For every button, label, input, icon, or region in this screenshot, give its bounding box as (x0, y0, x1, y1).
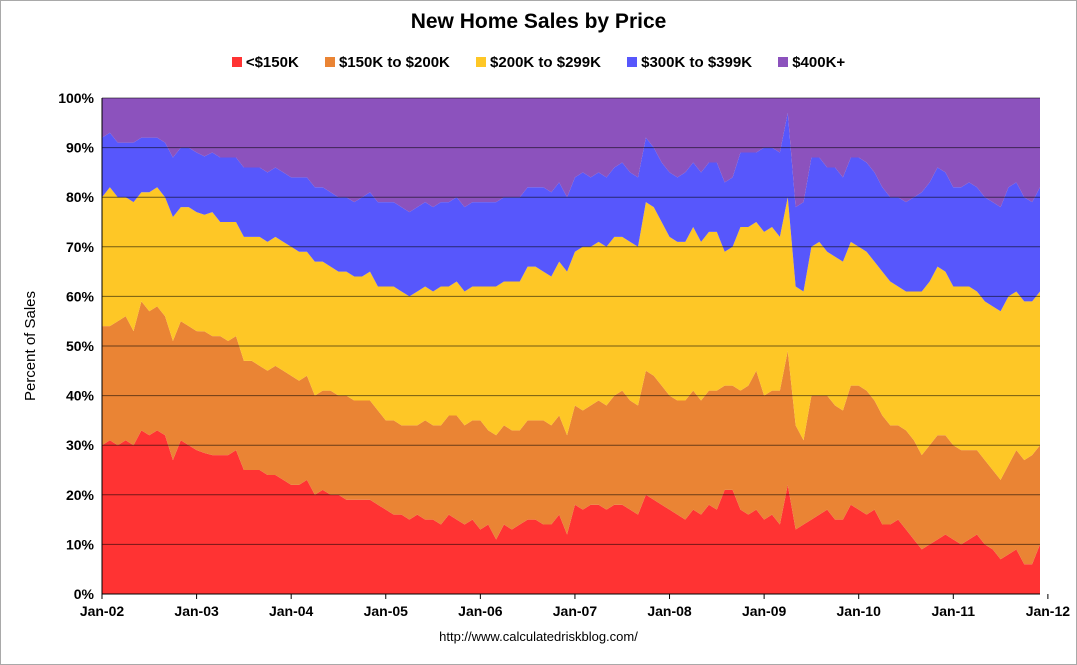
legend-item-300k-399k: $300K to $399K (627, 54, 752, 71)
y-axis-label-container: Percent of Sales (22, 291, 39, 401)
legend-swatch-300k-399k (627, 57, 638, 67)
legend: <$150K $150K to $200K $200K to $299K $30… (0, 54, 1077, 71)
area-series-1 (102, 301, 1040, 565)
y-tick-label: 10% (66, 536, 95, 552)
legend-item-200k-299k: $200K to $299K (476, 54, 601, 71)
axes (101, 98, 1040, 595)
area-series-3 (102, 112, 1040, 312)
legend-swatch-400k-plus (778, 57, 789, 67)
y-tick-label: 90% (66, 140, 95, 156)
y-tick-labels: 0% 10% 20% 30% 40% 50% 60% 70% 80% 90% 100% (58, 90, 94, 602)
x-tick-label: Jan-07 (553, 603, 598, 619)
x-tick-label: Jan-12 (1026, 603, 1071, 619)
legend-label-150k-200k: $150K to $200K (338, 54, 450, 71)
legend-label-300k-399k: $300K to $399K (641, 54, 753, 71)
legend-label-under-150k: <$150K (245, 54, 299, 71)
legend-item-400k-plus: $400K+ (778, 54, 845, 71)
x-tick-label: Jan-04 (269, 603, 314, 619)
x-tick-label: Jan-05 (364, 603, 409, 619)
x-tick-label: Jan-08 (647, 603, 692, 619)
x-tick-label: Jan-11 (931, 603, 975, 619)
chart-title: New Home Sales by Price (410, 10, 667, 33)
legend-swatch-under-150k (231, 57, 242, 67)
x-tick-label: Jan-09 (742, 603, 787, 619)
legend-swatch-200k-299k (476, 57, 487, 67)
y-tick-label: 70% (66, 239, 95, 255)
area-series-4 (102, 98, 1040, 213)
area-layers (102, 98, 1040, 594)
legend-label-400k-plus: $400K+ (792, 54, 846, 71)
x-tick-label: Jan-03 (174, 603, 219, 619)
y-tick-label: 80% (66, 189, 95, 205)
x-tick-label: Jan-10 (837, 603, 882, 619)
y-tick-label: 30% (66, 437, 95, 453)
y-tick-label: 40% (66, 388, 95, 404)
x-tick-label: Jan-02 (80, 603, 125, 619)
y-tick-label: 20% (66, 487, 95, 503)
y-axis-label: Percent of Sales (22, 291, 39, 401)
y-tick-label: 0% (74, 586, 95, 602)
area-series-2 (102, 187, 1040, 480)
x-tick-labels: Jan-02 Jan-03 Jan-04 Jan-05 Jan-06 Jan-07 Jan-… (80, 594, 1071, 619)
source-url: http://www.calculatedriskblog.com/ (439, 629, 638, 644)
y-tick-label: 100% (58, 90, 94, 106)
x-tick-label: Jan-06 (458, 603, 503, 619)
area-series-0 (102, 430, 1040, 594)
y-tick-label: 60% (66, 288, 95, 304)
y-tick-label: 50% (66, 338, 95, 354)
legend-item-150k-200k: $150K to $200K (324, 54, 450, 71)
legend-label-200k-299k: $200K to $299K (490, 54, 601, 71)
legend-swatch-150k-200k (324, 57, 335, 67)
legend-item-under-150k: <$150K (231, 54, 299, 71)
